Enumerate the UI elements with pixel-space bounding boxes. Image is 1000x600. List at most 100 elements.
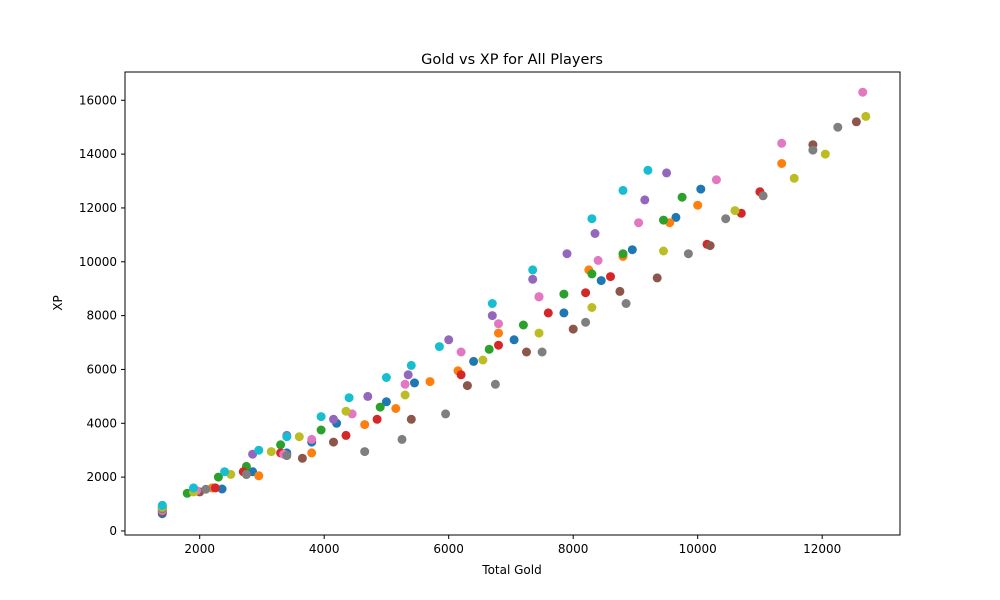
scatter-point: [434, 342, 444, 352]
y-tick-label: 8000: [86, 309, 117, 323]
scatter-point: [581, 317, 591, 327]
scatter-point: [777, 159, 787, 168]
scatter-point: [777, 138, 787, 148]
scatter-point: [400, 379, 410, 389]
scatter-point: [241, 469, 251, 479]
chart-title: Gold vs XP for All Players: [421, 52, 603, 68]
y-tick-label: 16000: [79, 93, 117, 107]
scatter-point: [509, 335, 519, 345]
scatter-point: [518, 320, 528, 330]
y-tick-label: 12000: [79, 201, 117, 215]
scatter-point: [590, 229, 600, 238]
scatter-point: [659, 215, 668, 225]
scatter-point: [410, 378, 419, 388]
scatter-point: [294, 432, 304, 442]
scatter-point: [659, 246, 668, 256]
scatter-point: [606, 272, 615, 282]
series-7: [157, 87, 868, 515]
scatter-point: [406, 414, 416, 424]
scatter-point: [341, 406, 351, 416]
scatter-point: [705, 241, 715, 251]
scatter-point: [276, 440, 286, 450]
scatter-points: [157, 87, 871, 519]
scatter-point: [329, 414, 338, 424]
scatter-point: [851, 117, 861, 127]
scatter-point: [266, 447, 276, 457]
scatter-point: [808, 145, 818, 155]
x-tick-label: 6000: [433, 542, 464, 556]
scatter-point: [316, 425, 326, 435]
series-6: [157, 117, 861, 517]
scatter-point: [307, 448, 317, 458]
scatter-point: [363, 391, 373, 401]
y-axis-label: XP: [51, 295, 65, 310]
scatter-point: [543, 308, 553, 318]
scatter-point: [562, 249, 572, 259]
scatter-point: [696, 184, 706, 194]
y-tick-label: 10000: [79, 255, 117, 269]
scatter-point: [210, 483, 220, 493]
series-3: [157, 192, 687, 514]
scatter-point: [441, 409, 451, 419]
scatter-point: [484, 344, 494, 354]
scatter-point: [587, 214, 597, 224]
y-tick-label: 0: [109, 524, 117, 538]
scatter-point: [391, 404, 401, 413]
scatter-point: [201, 484, 211, 494]
y-tick-label: 6000: [86, 362, 117, 376]
scatter-point: [683, 249, 693, 259]
scatter-point: [462, 381, 472, 391]
scatter-point: [758, 191, 768, 201]
scatter-point: [360, 420, 370, 430]
plot-frame: [124, 71, 901, 536]
scatter-point: [329, 437, 338, 447]
scatter-point: [494, 328, 503, 338]
scatter-point: [627, 245, 637, 255]
scatter-point: [652, 273, 662, 283]
y-tick-label: 4000: [86, 416, 117, 430]
scatter-point: [820, 149, 830, 159]
scatter-point: [494, 319, 503, 329]
scatter-point: [478, 355, 488, 365]
y-axis-ticks: 0 2000 4000 6000 8000 10000 12000 14000 16000: [79, 93, 125, 538]
scatter-point: [282, 432, 292, 442]
scatter-point: [381, 373, 391, 382]
x-axis-ticks: 2000 4000 6000 8000 10000 12000: [184, 535, 841, 556]
scatter-point: [858, 87, 868, 97]
scatter-point: [528, 265, 538, 275]
scatter-point: [360, 447, 370, 457]
scatter-point: [297, 453, 307, 463]
scatter-point: [157, 500, 167, 510]
scatter-point: [189, 483, 198, 493]
series-1: [157, 184, 706, 519]
scatter-point: [425, 377, 435, 387]
scatter-point: [494, 340, 503, 350]
scatter-point: [593, 255, 603, 265]
scatter-point: [487, 311, 497, 321]
scatter-point: [671, 212, 681, 222]
scatter-point: [693, 200, 703, 210]
scatter-point: [677, 192, 687, 202]
scatter-point: [487, 299, 497, 308]
scatter-point: [217, 484, 227, 494]
scatter-point: [456, 370, 466, 380]
y-tick-label: 2000: [86, 470, 117, 484]
scatter-point: [596, 276, 606, 286]
scatter-point: [254, 445, 264, 455]
series-9: [157, 111, 871, 512]
scatter-point: [537, 347, 547, 357]
series-8: [157, 122, 843, 514]
scatter-point: [372, 414, 382, 424]
scatter-point: [490, 379, 500, 389]
scatter-point: [406, 360, 416, 370]
scatter-point: [618, 249, 628, 259]
x-tick-label: 8000: [558, 542, 589, 556]
scatter-point: [341, 430, 351, 440]
scatter-point: [534, 292, 544, 302]
scatter-point: [621, 299, 631, 308]
scatter-point: [456, 347, 466, 357]
scatter-point: [581, 288, 591, 298]
scatter-point: [307, 434, 317, 444]
series-2: [157, 159, 787, 515]
